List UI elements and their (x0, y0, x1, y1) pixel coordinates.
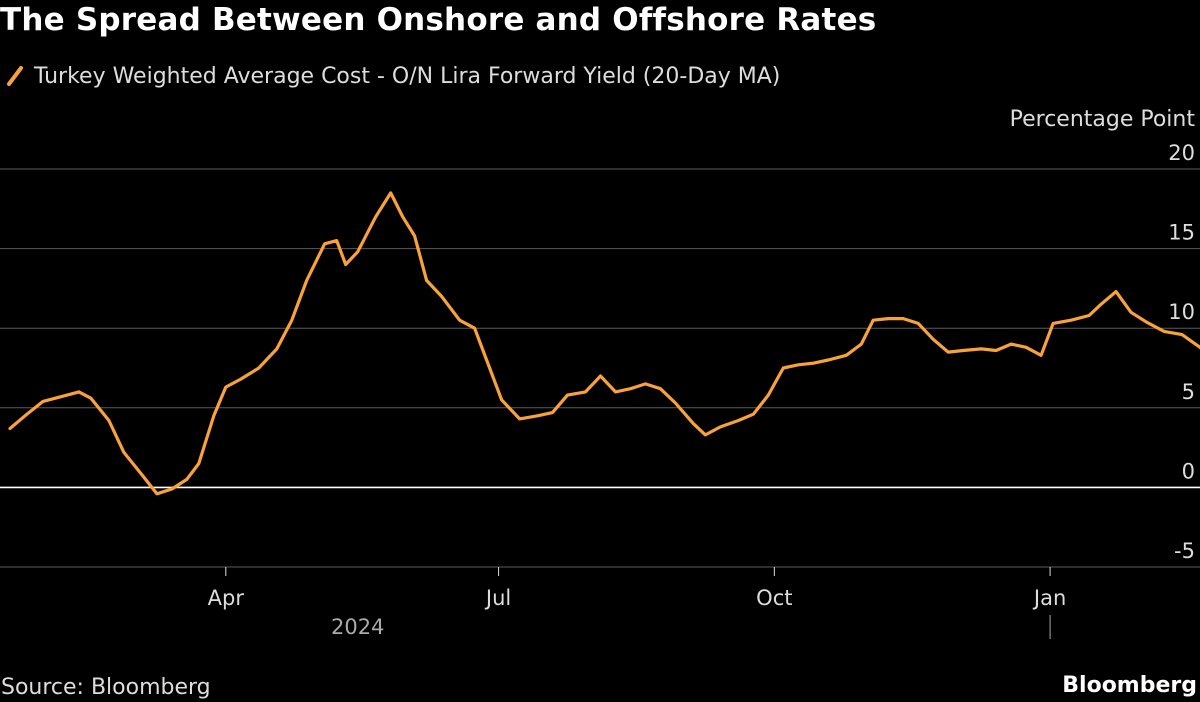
y-tick-label: 5 (1182, 380, 1195, 404)
chart-title: The Spread Between Onshore and Offshore … (0, 2, 877, 38)
legend: Turkey Weighted Average Cost - O/N Lira … (6, 62, 780, 90)
year-label: 2024 (331, 615, 384, 639)
y-tick-label: 20 (1168, 141, 1195, 165)
x-tick-label: Jan (1032, 586, 1066, 610)
y-tick-label: 10 (1168, 300, 1195, 324)
x-tick-label: Apr (208, 586, 245, 610)
y-tick-label: 15 (1168, 221, 1195, 245)
legend-label: Turkey Weighted Average Cost - O/N Lira … (34, 63, 781, 89)
y-tick-label: -5 (1174, 539, 1195, 563)
source-note: Source: Bloomberg (1, 675, 211, 700)
y-axis-unit-label: Percentage Point (1009, 107, 1195, 132)
y-tick-label: 0 (1182, 459, 1195, 483)
brand-logo: Bloomberg (1062, 673, 1197, 698)
x-tick-label: Oct (756, 586, 792, 610)
x-tick-label: Jul (484, 586, 511, 610)
legend-swatch-icon (7, 66, 23, 86)
series-line (8, 191, 1200, 496)
